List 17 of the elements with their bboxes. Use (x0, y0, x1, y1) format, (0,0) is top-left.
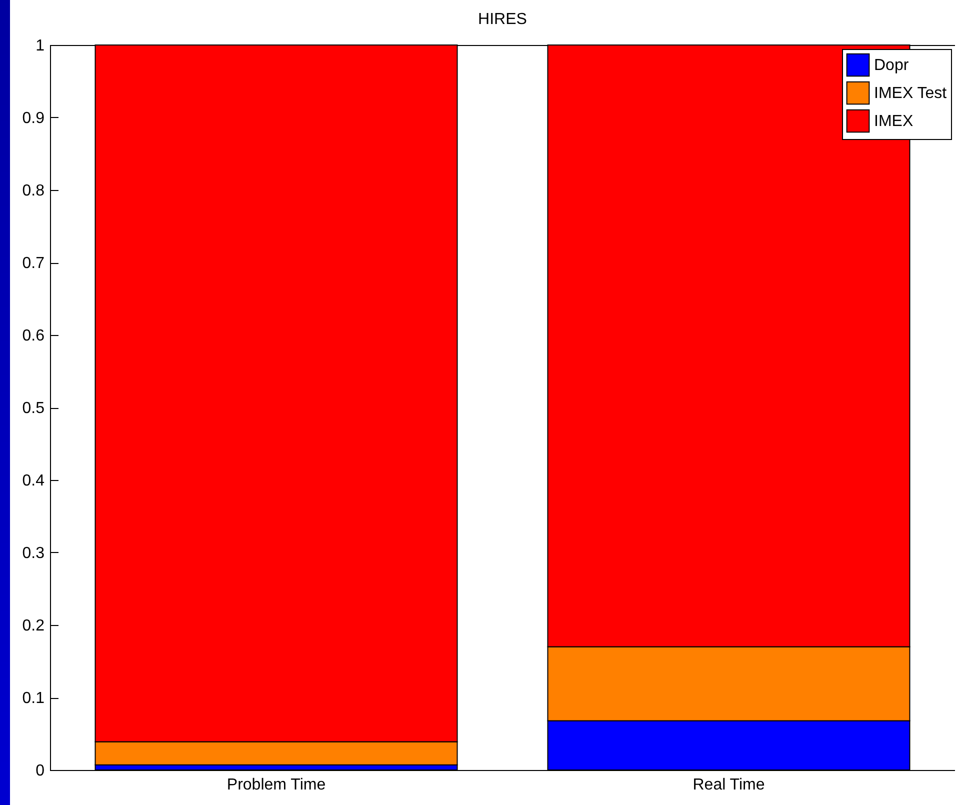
legend-label: IMEX Test (874, 85, 948, 102)
legend-label: Dopr (874, 57, 910, 74)
legend-label: IMEX (874, 113, 914, 130)
y-tick-label: 0.9 (22, 110, 45, 127)
x-tick-label: Real Time (692, 776, 765, 794)
x-tick-label: Problem Time (226, 776, 326, 794)
y-tick-label: 0.4 (22, 472, 45, 490)
y-tick-label: 0.8 (22, 182, 45, 200)
y-tick-label: 0.3 (22, 545, 45, 562)
y-tick-label: 0.7 (22, 255, 45, 272)
y-tick-label: 0.1 (22, 690, 45, 707)
y-tick-label: 1 (36, 38, 45, 54)
y-tick-label: 0.2 (22, 618, 45, 634)
y-tick-label: 0.5 (22, 400, 45, 417)
y-tick-label: 0.6 (22, 328, 45, 344)
chart-title: HIRES (478, 11, 527, 28)
y-tick-label: 0 (36, 762, 45, 780)
